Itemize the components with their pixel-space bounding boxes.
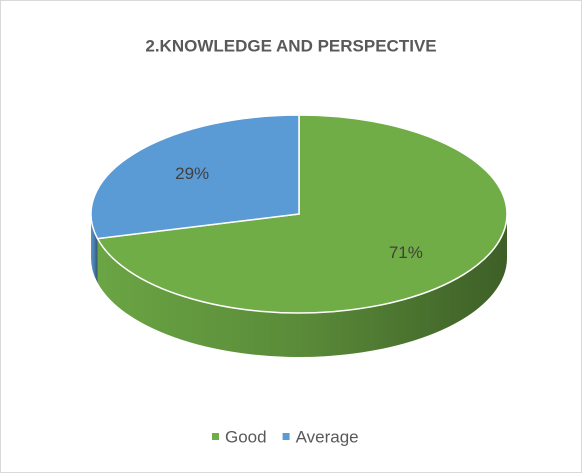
legend-swatch (282, 433, 290, 440)
legend-label: Average (296, 427, 359, 446)
chart-title: 2.KNOWLEDGE AND PERSPECTIVE (145, 36, 436, 55)
legend-label: Good (225, 427, 267, 446)
pie-slice (96, 114, 508, 314)
pie-side-shade (97, 214, 508, 357)
data-label: 71% (389, 243, 423, 262)
pie-slice (90, 114, 300, 240)
data-label: 29% (175, 164, 209, 183)
pie-side-shade (91, 214, 98, 283)
legend-swatch (212, 433, 219, 440)
